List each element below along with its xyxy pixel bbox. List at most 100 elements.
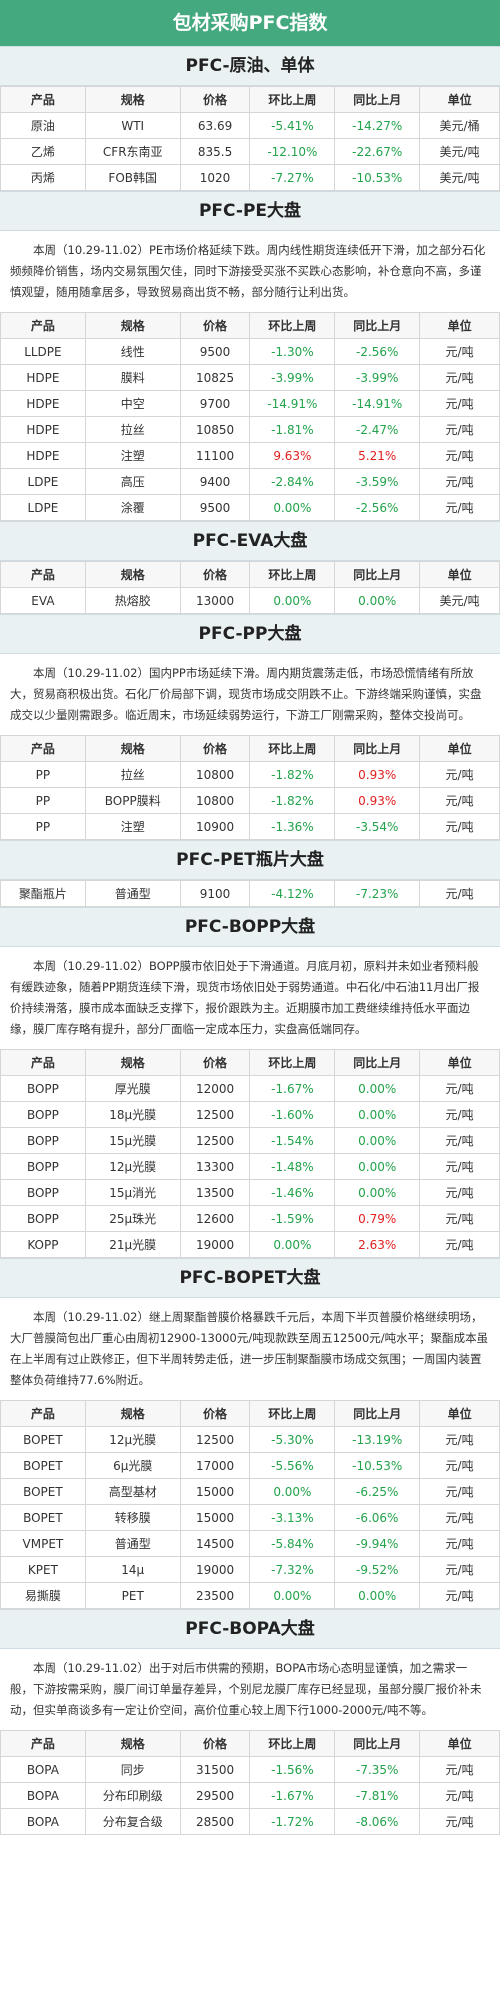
cell: 元/吨: [419, 494, 500, 521]
cell: 1020: [179, 164, 251, 191]
cell: CFR东南亚: [84, 138, 181, 165]
cell: 元/吨: [419, 1153, 500, 1180]
cell: 0.00%: [334, 1582, 421, 1609]
cell: 美元/吨: [419, 164, 500, 191]
cell: -1.59%: [249, 1205, 336, 1232]
cell: 14500: [179, 1530, 251, 1557]
cell: 热熔胶: [84, 587, 181, 614]
cell: 元/吨: [419, 1452, 500, 1479]
cell: LDPE: [0, 468, 86, 495]
cell: -5.41%: [249, 112, 336, 139]
price-table: 聚酯瓶片 普通型 9100 -4.12% -7.23% 元/吨: [0, 880, 500, 907]
cell: 膜料: [84, 364, 181, 391]
cell: 9100: [179, 880, 251, 907]
cell: -7.81%: [334, 1782, 421, 1809]
cell: 美元/吨: [419, 587, 500, 614]
column-header: 环比上周: [249, 312, 336, 339]
cell: -10.53%: [334, 164, 421, 191]
data-row: BOPET 12μ光膜 12500 -5.30% -13.19% 元/吨: [0, 1426, 500, 1453]
cell: BOPET: [0, 1478, 86, 1505]
cell: 0.00%: [249, 1582, 336, 1609]
column-header: 产品: [0, 312, 86, 339]
section-title: PFC-PE大盘: [0, 191, 500, 231]
price-table: 产品 规格 价格 环比上周 同比上月 单位 EVA 热熔胶 13000 0.00% 0.00% 美元/…: [0, 561, 500, 614]
cell: -3.54%: [334, 813, 421, 840]
cell: -1.48%: [249, 1153, 336, 1180]
cell: 元/吨: [419, 1426, 500, 1453]
cell: 转移膜: [84, 1504, 181, 1531]
cell: -12.10%: [249, 138, 336, 165]
cell: -5.56%: [249, 1452, 336, 1479]
cell: 元/吨: [419, 442, 500, 469]
data-row: BOPP 12μ光膜 13300 -1.48% 0.00% 元/吨: [0, 1153, 500, 1180]
cell: 0.00%: [334, 1179, 421, 1206]
data-row: BOPP 25μ珠光 12600 -1.59% 0.79% 元/吨: [0, 1205, 500, 1232]
cell: -1.36%: [249, 813, 336, 840]
cell: -3.59%: [334, 468, 421, 495]
price-table: 产品 规格 价格 环比上周 同比上月 单位 原油 WTI 63.69 -5.41% -14.27% 美…: [0, 86, 500, 191]
column-header: 规格: [84, 1730, 181, 1757]
cell: HDPE: [0, 390, 86, 417]
data-row: BOPET 转移膜 15000 -3.13% -6.06% 元/吨: [0, 1504, 500, 1531]
cell: 11100: [179, 442, 251, 469]
cell: 元/吨: [419, 468, 500, 495]
cell: HDPE: [0, 442, 86, 469]
cell: 元/吨: [419, 1782, 500, 1809]
cell: 元/吨: [419, 1075, 500, 1102]
cell: 12μ光膜: [84, 1426, 181, 1453]
data-row: 丙烯 FOB韩国 1020 -7.27% -10.53% 美元/吨: [0, 164, 500, 191]
cell: -5.30%: [249, 1426, 336, 1453]
section: PFC-BOPP大盘 本周（10.29-11.02）BOPP膜市依旧处于下滑通道。…: [0, 907, 500, 1258]
section-paragraph: 本周（10.29-11.02）国内PP市场延续下滑。周内期货震荡走低，市场恐慌情…: [10, 666, 482, 722]
cell: -3.13%: [249, 1504, 336, 1531]
cell: -8.06%: [334, 1808, 421, 1835]
cell: 元/吨: [419, 1756, 500, 1783]
data-row: PP BOPP膜料 10800 -1.82% 0.93% 元/吨: [0, 787, 500, 814]
data-row: EVA 热熔胶 13000 0.00% 0.00% 美元/吨: [0, 587, 500, 614]
cell: 0.00%: [249, 1478, 336, 1505]
section-title: PFC-BOPA大盘: [0, 1609, 500, 1649]
data-row: HDPE 中空 9700 -14.91% -14.91% 元/吨: [0, 390, 500, 417]
cell: EVA: [0, 587, 86, 614]
data-row: BOPA 同步 31500 -1.56% -7.35% 元/吨: [0, 1756, 500, 1783]
cell: -1.54%: [249, 1127, 336, 1154]
cell: 15μ消光: [84, 1179, 181, 1206]
data-row: BOPP 18μ光膜 12500 -1.60% 0.00% 元/吨: [0, 1101, 500, 1128]
cell: -7.23%: [334, 880, 421, 907]
data-row: LDPE 涂覆 9500 0.00% -2.56% 元/吨: [0, 494, 500, 521]
cell: 63.69: [179, 112, 251, 139]
cell: 10800: [179, 787, 251, 814]
cell: 美元/桶: [419, 112, 500, 139]
column-header: 单位: [419, 312, 500, 339]
cell: -1.82%: [249, 761, 336, 788]
cell: 元/吨: [419, 1179, 500, 1206]
cell: 0.00%: [334, 1153, 421, 1180]
cell: BOPET: [0, 1452, 86, 1479]
cell: 元/吨: [419, 364, 500, 391]
cell: 元/吨: [419, 813, 500, 840]
cell: -1.30%: [249, 338, 336, 365]
cell: 0.00%: [249, 494, 336, 521]
column-header: 规格: [84, 1049, 181, 1076]
price-table: 产品 规格 价格 环比上周 同比上月 单位 BOPP 厚光膜 12000 -1.67% 0.00% 元…: [0, 1049, 500, 1258]
cell: 元/吨: [419, 761, 500, 788]
column-header: 单位: [419, 86, 500, 113]
cell: 25μ珠光: [84, 1205, 181, 1232]
cell: 注塑: [84, 813, 181, 840]
cell: 23500: [179, 1582, 251, 1609]
cell: 9700: [179, 390, 251, 417]
cell: 5.21%: [334, 442, 421, 469]
cell: 高型基材: [84, 1478, 181, 1505]
data-row: LDPE 高压 9400 -2.84% -3.59% 元/吨: [0, 468, 500, 495]
column-header: 同比上月: [334, 1400, 421, 1427]
cell: 31500: [179, 1756, 251, 1783]
cell: -9.52%: [334, 1556, 421, 1583]
cell: 普通型: [84, 880, 181, 907]
cell: BOPET: [0, 1504, 86, 1531]
cell: 涂覆: [84, 494, 181, 521]
cell: 乙烯: [0, 138, 86, 165]
section: PFC-BOPA大盘 本周（10.29-11.02）出于对后市供需的预期，BOPA…: [0, 1609, 500, 1835]
column-header: 环比上周: [249, 1049, 336, 1076]
cell: 元/吨: [419, 1478, 500, 1505]
cell: BOPP: [0, 1153, 86, 1180]
